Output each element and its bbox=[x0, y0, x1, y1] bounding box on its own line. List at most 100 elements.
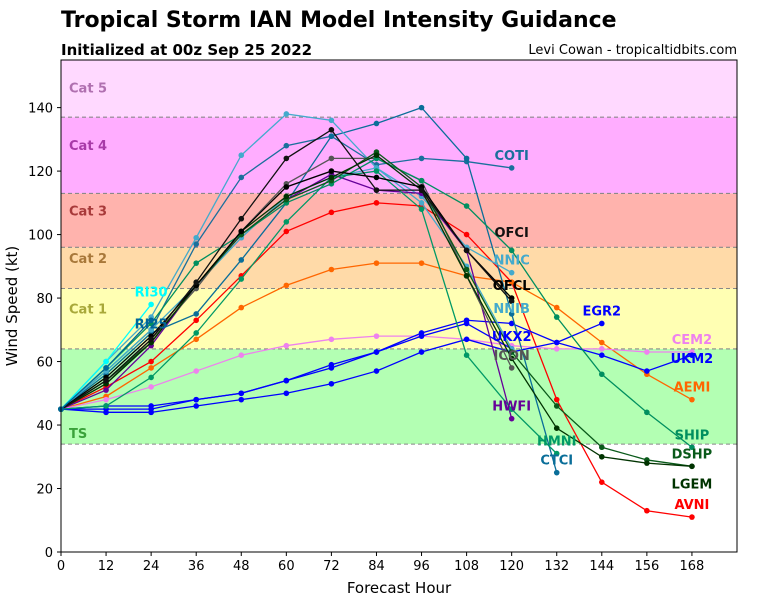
x-tick-label: 12 bbox=[98, 559, 115, 574]
series-label-ship: SHIP bbox=[675, 428, 710, 443]
data-point-ship bbox=[463, 203, 470, 209]
data-point-lgem bbox=[373, 152, 380, 159]
data-point-ctci bbox=[238, 257, 245, 263]
series-label-hmni: HMNI bbox=[537, 435, 577, 450]
data-point-ofci bbox=[193, 279, 199, 285]
data-point-ukm2 bbox=[328, 380, 335, 387]
series-label-ri25: RI25 bbox=[135, 317, 168, 332]
data-point-nnib bbox=[418, 200, 425, 206]
data-point-ship bbox=[644, 409, 650, 416]
data-point-cem2 bbox=[644, 349, 650, 355]
data-point-hmni bbox=[283, 219, 290, 225]
data-point-aemi bbox=[599, 339, 605, 346]
data-point-coti bbox=[238, 174, 245, 181]
x-tick-label: 168 bbox=[680, 559, 705, 574]
data-point-ukx2 bbox=[238, 390, 245, 397]
data-point-avni bbox=[328, 209, 335, 216]
data-point-cem2 bbox=[148, 384, 154, 390]
data-point-ukm2 bbox=[193, 403, 199, 409]
data-point-aemi bbox=[193, 336, 199, 343]
data-point-lgem bbox=[553, 425, 560, 432]
data-point-ofci bbox=[373, 187, 380, 193]
x-tick-label: 36 bbox=[188, 559, 205, 574]
x-tick-label: 48 bbox=[233, 559, 250, 574]
y-tick-label: 60 bbox=[36, 356, 53, 371]
band-label: Cat 5 bbox=[69, 82, 107, 97]
data-point-ctci bbox=[508, 311, 515, 317]
data-point-ukm2 bbox=[103, 409, 109, 416]
data-point-coti bbox=[193, 241, 199, 247]
x-tick-label: 84 bbox=[368, 559, 385, 574]
series-label-nnib: NNIB bbox=[493, 302, 530, 317]
data-point-nnic bbox=[283, 111, 290, 117]
y-tick-label: 40 bbox=[36, 419, 53, 434]
data-point-ukx2 bbox=[328, 365, 335, 371]
data-point-ctci bbox=[373, 120, 380, 127]
data-point-ofcl bbox=[238, 228, 245, 235]
data-point-ukm2 bbox=[418, 349, 425, 355]
x-tick-label: 96 bbox=[413, 559, 430, 574]
data-point-nnic bbox=[238, 152, 245, 159]
data-point-avni bbox=[283, 228, 290, 235]
series-label-dshp: DSHP bbox=[672, 447, 713, 462]
data-point-hwfi bbox=[508, 415, 515, 422]
data-point-ukm2 bbox=[463, 336, 470, 343]
data-point-coti bbox=[418, 155, 425, 162]
y-tick-label: 80 bbox=[36, 292, 53, 307]
data-point-avni bbox=[599, 479, 605, 485]
x-tick-label: 156 bbox=[634, 559, 659, 574]
series-label-egr2: EGR2 bbox=[582, 304, 621, 319]
data-point-hmni bbox=[418, 206, 425, 212]
data-point-avni bbox=[689, 514, 695, 520]
data-point-icon bbox=[328, 155, 335, 162]
data-point-lgem bbox=[328, 174, 335, 181]
data-point-ofci bbox=[418, 187, 425, 193]
data-point-lgem bbox=[283, 193, 290, 200]
data-point-ukm2 bbox=[148, 409, 154, 416]
band-cat-4 bbox=[61, 117, 737, 194]
band-cat-2 bbox=[61, 247, 737, 289]
series-label-ukm2: UKM2 bbox=[671, 352, 714, 367]
data-point-cem2 bbox=[328, 336, 335, 343]
data-point-hmni bbox=[463, 352, 470, 359]
data-point-hmni bbox=[238, 276, 245, 282]
data-point-avni bbox=[644, 507, 650, 514]
series-line-hmni bbox=[60, 170, 558, 455]
y-tick-label: 20 bbox=[36, 483, 53, 498]
band-cat-1 bbox=[61, 288, 737, 349]
data-point-avni bbox=[373, 200, 380, 206]
data-point-aemi bbox=[328, 266, 335, 273]
data-point-dshp bbox=[553, 403, 560, 409]
band-label: Cat 4 bbox=[69, 139, 107, 154]
y-tick-label: 120 bbox=[28, 165, 53, 180]
chart-title: Tropical Storm IAN Model Intensity Guida… bbox=[61, 8, 617, 33]
data-point-ctci bbox=[418, 104, 425, 111]
data-point-aemi bbox=[283, 282, 290, 289]
data-point-ukm2 bbox=[238, 396, 245, 403]
y-tick-label: 0 bbox=[45, 546, 53, 561]
data-point-lgem bbox=[599, 453, 605, 460]
y-tick-label: 100 bbox=[28, 229, 53, 244]
data-point-ukm2 bbox=[599, 352, 605, 359]
series-line-ctci bbox=[60, 106, 558, 473]
data-point-lgem bbox=[644, 460, 650, 466]
band-ts bbox=[61, 348, 737, 445]
data-point-ship bbox=[508, 247, 515, 254]
data-point-hmni bbox=[508, 406, 515, 412]
series-label-ofcl: OFCL bbox=[493, 279, 531, 294]
data-point-ukx2 bbox=[373, 349, 380, 355]
data-point-avni bbox=[148, 358, 154, 365]
data-point-aemi bbox=[508, 279, 515, 285]
data-point-ctci bbox=[328, 133, 335, 139]
data-point-cem2 bbox=[599, 346, 605, 352]
data-point-coti bbox=[508, 165, 515, 171]
data-point-ukx2 bbox=[418, 333, 425, 339]
data-point-ri25 bbox=[148, 317, 154, 324]
data-point-lgem bbox=[463, 273, 470, 279]
data-point-ship bbox=[553, 314, 560, 320]
data-point-ofcl bbox=[328, 168, 335, 174]
data-point-nnic bbox=[508, 269, 515, 276]
series-label-avni: AVNI bbox=[674, 498, 709, 513]
series-label-ri30: RI30 bbox=[135, 285, 168, 300]
